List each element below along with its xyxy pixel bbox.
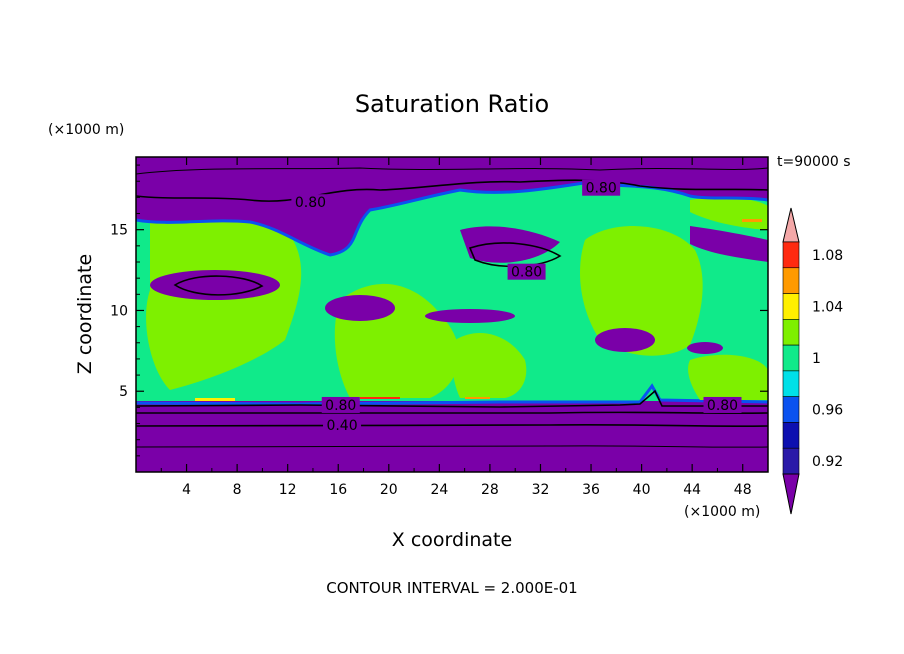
colorbar-tick-label: 0.96 <box>812 403 843 419</box>
y-axis-ticks: 5 10 15 <box>110 164 768 457</box>
orange-streak-right <box>742 219 762 222</box>
colorbar-segment <box>782 344 800 372</box>
green-patch-right-low <box>688 354 768 400</box>
contour-label: 0.40 <box>326 418 357 434</box>
red-streak-1 <box>360 397 400 399</box>
lower-layer-region <box>136 401 768 472</box>
yellow-streak-1 <box>195 398 235 401</box>
contour-line-080-mid <box>468 242 562 268</box>
colorbar-tick-label: 1.04 <box>812 299 843 315</box>
x-tick-label: 36 <box>582 482 600 498</box>
x-tick-label: 8 <box>233 482 242 498</box>
colorbar-tick-label: 0.92 <box>812 454 843 470</box>
colorbar-segment <box>782 267 800 294</box>
colorbar-under-triangle <box>782 473 800 515</box>
plot-area <box>136 157 768 472</box>
contour-label: 0.80 <box>586 181 617 197</box>
y-axis-label: Z coordinate <box>74 254 96 374</box>
green-patch-right-large <box>580 226 703 356</box>
x-tick-label: 40 <box>633 482 651 498</box>
plot-frame <box>135 156 769 473</box>
colorbar-segment <box>782 370 800 397</box>
colorbar-segment <box>782 241 800 269</box>
x-tick-label: 16 <box>329 482 347 498</box>
y-tick-label: 5 <box>119 384 128 400</box>
colorbar-segment <box>782 319 800 346</box>
y-tick-label: 15 <box>110 223 128 239</box>
contour-line-080-pocket <box>173 275 264 296</box>
contour-label-background <box>321 396 360 413</box>
contour-label: 0.80 <box>707 398 738 414</box>
contour-label-background <box>291 194 330 211</box>
contour-label-background <box>703 396 742 413</box>
x-tick-label: 48 <box>734 482 752 498</box>
colorbar-segment <box>782 293 800 320</box>
x-tick-label: 28 <box>481 482 499 498</box>
x-tick-label: 20 <box>380 482 398 498</box>
contour-line-top <box>136 167 768 175</box>
y-unit-label: (×1000 m) <box>48 122 124 138</box>
chart-title: Saturation Ratio <box>355 90 549 118</box>
contour-label: 0.80 <box>325 398 356 414</box>
x-axis-ticks: 4 8 12 16 20 24 28 32 36 40 44 48 <box>160 157 752 498</box>
dry-pocket-right <box>595 328 655 352</box>
red-streak-2 <box>465 397 490 399</box>
time-label: t=90000 s <box>777 154 851 170</box>
contour-line-040 <box>136 423 768 428</box>
y-tick-label: 10 <box>110 303 128 319</box>
contour-label-background <box>507 263 546 280</box>
dry-pocket-left <box>150 270 280 300</box>
contour-label: 0.80 <box>511 265 542 281</box>
upper-patch-dip <box>460 226 560 263</box>
contour-labels: 0.80 0.80 0.80 0.80 0.80 0.40 <box>291 179 742 434</box>
colorbar-segment <box>782 447 800 475</box>
x-unit-label: (×1000 m) <box>684 504 760 520</box>
x-tick-label: 44 <box>683 482 701 498</box>
colorbar-segment <box>782 422 800 449</box>
x-tick-label: 24 <box>430 482 448 498</box>
contour-label: 0.80 <box>295 195 326 211</box>
dry-pocket-far-right <box>687 342 723 354</box>
upper-layer-edge <box>136 180 768 257</box>
contour-interval-note: CONTOUR INTERVAL = 2.000E-01 <box>326 579 577 597</box>
x-tick-label: 32 <box>532 482 550 498</box>
contour-label-background <box>323 417 362 434</box>
contour-label-background <box>582 179 621 196</box>
colorbar: 0.92 0.96 1 1.04 1.08 <box>782 207 843 515</box>
contour-line-080-upper <box>136 179 768 202</box>
contour-line-020 <box>136 445 768 448</box>
x-tick-label: 4 <box>182 482 191 498</box>
upper-patch-right <box>690 226 768 262</box>
colorbar-segment <box>782 396 800 423</box>
dry-pocket-mid <box>425 309 515 323</box>
x-axis-label: X coordinate <box>392 529 512 551</box>
colorbar-tick-label: 1.08 <box>812 248 843 264</box>
colorbar-over-triangle <box>782 207 800 243</box>
x-tick-label: 12 <box>279 482 297 498</box>
green-patch-center <box>452 332 527 398</box>
contour-line-060 <box>136 411 768 415</box>
dry-pocket-center <box>325 295 395 321</box>
colorbar-tick-label: 1 <box>812 351 821 367</box>
